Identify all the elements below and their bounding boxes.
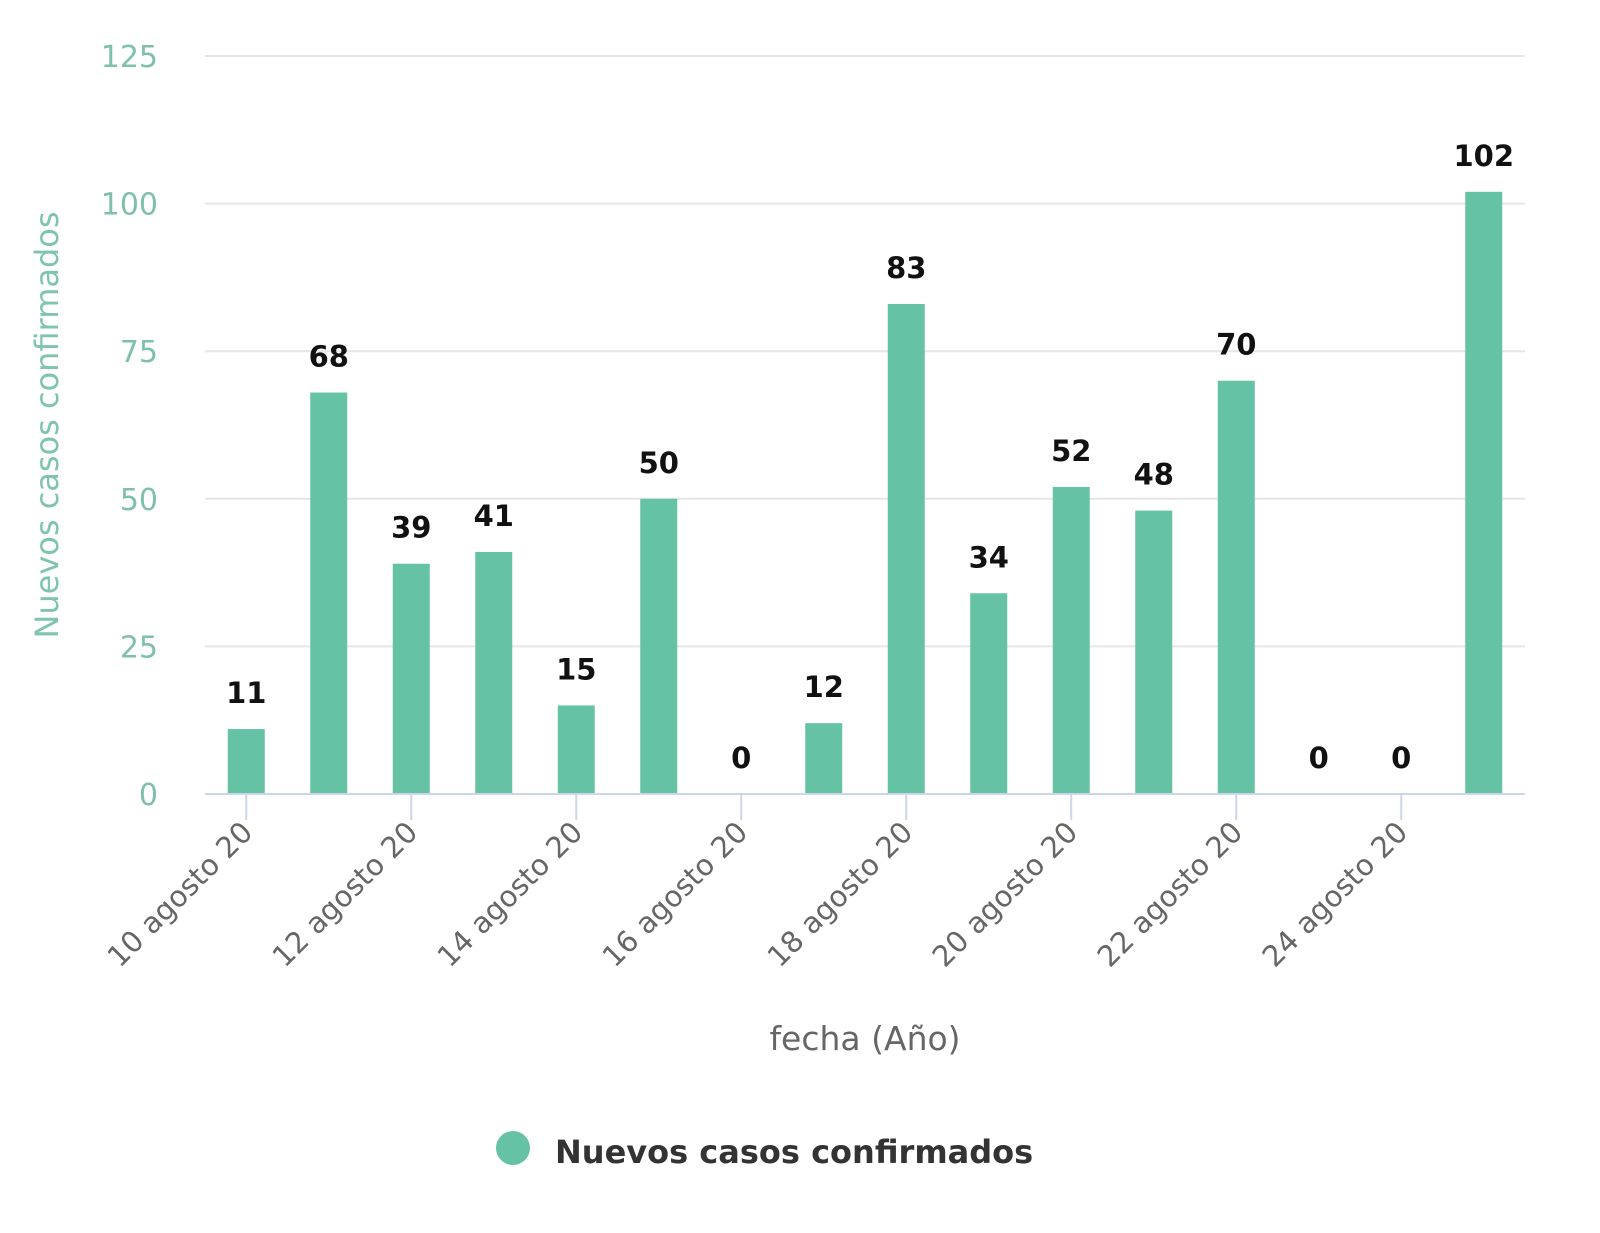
data-label: 50: [639, 446, 679, 480]
data-label: 0: [731, 741, 751, 775]
legend-label: Nuevos casos confirmados: [555, 1133, 1033, 1171]
bar[interactable]: [227, 729, 265, 794]
y-tick-label: 0: [139, 778, 158, 813]
bar[interactable]: [887, 303, 925, 794]
x-tick-label: 20 agosto 20: [926, 815, 1085, 974]
legend-marker: [496, 1131, 530, 1165]
x-tick-label: 18 agosto 20: [761, 815, 920, 974]
data-label: 68: [309, 340, 349, 374]
data-label: 34: [969, 540, 1009, 574]
bar[interactable]: [310, 392, 348, 794]
data-label: 12: [804, 670, 844, 704]
x-tick-label: 24 agosto 20: [1256, 815, 1415, 974]
x-tick-label: 22 agosto 20: [1091, 815, 1250, 974]
data-label: 70: [1216, 328, 1256, 362]
bar[interactable]: [1217, 380, 1255, 794]
data-label: 52: [1051, 434, 1091, 468]
data-label: 0: [1391, 741, 1411, 775]
data-label: 83: [886, 251, 926, 285]
y-tick-label: 75: [120, 335, 158, 370]
data-label: 39: [391, 511, 431, 545]
data-label: 15: [556, 652, 596, 686]
data-label: 48: [1134, 458, 1174, 492]
x-tick-label: 12 agosto 20: [266, 815, 425, 974]
bar[interactable]: [1465, 191, 1503, 795]
x-tick-label: 16 agosto 20: [596, 815, 755, 974]
y-tick-label: 125: [101, 40, 158, 75]
data-label: 0: [1309, 741, 1329, 775]
bar[interactable]: [557, 705, 595, 794]
bar[interactable]: [1052, 486, 1090, 794]
x-axis-ticks: 10 agosto 20 12 agosto 20 14 agosto 20 16 a…: [101, 794, 1415, 974]
x-tick-label: 14 agosto 20: [431, 815, 590, 974]
data-label: 41: [474, 499, 514, 533]
y-axis-title: Nuevos casos confirmados: [28, 211, 66, 638]
legend-item[interactable]: Nuevos casos confirmados: [496, 1131, 1033, 1171]
y-tick-label: 25: [120, 630, 158, 665]
bar[interactable]: [970, 593, 1008, 794]
bars: [227, 191, 1503, 795]
bar[interactable]: [1135, 510, 1173, 794]
bar[interactable]: [805, 723, 843, 794]
y-tick-label: 100: [101, 188, 158, 223]
x-tick-label: 10 agosto 20: [101, 815, 260, 974]
data-label: 102: [1453, 139, 1514, 173]
gridlines: [205, 55, 1525, 648]
bar[interactable]: [640, 498, 678, 794]
data-label: 11: [226, 676, 266, 710]
x-axis-title: fecha (Año): [769, 1019, 960, 1058]
y-axis-ticks: 0 25 50 75 100 125: [101, 40, 158, 813]
bar[interactable]: [475, 551, 513, 794]
data-labels: 11 68 39 41 15 50 0 12 83 34 52 48 70 0 0 102: [226, 139, 1514, 775]
bar[interactable]: [392, 563, 430, 794]
y-tick-label: 50: [120, 483, 158, 518]
